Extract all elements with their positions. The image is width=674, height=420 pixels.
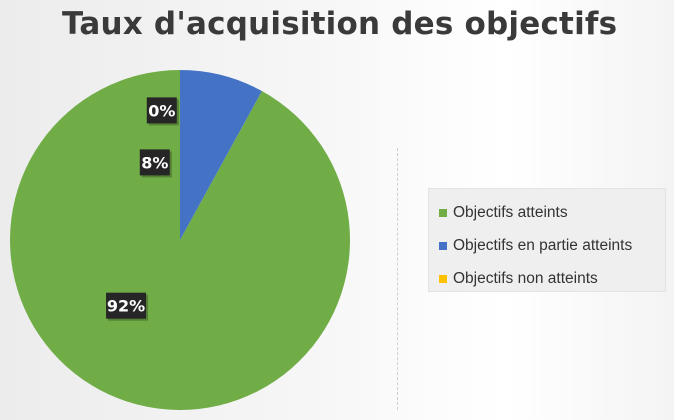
legend-item: Objectifs atteints [439,196,665,229]
divider-line [397,148,398,410]
legend-swatch-1 [439,241,447,250]
chart-title: Taux d'acquisition des objectifs [62,6,618,42]
data-label-2: 0% [146,97,179,126]
legend-swatch-2 [439,274,447,283]
svg-text:8%: 8% [141,153,168,172]
legend-item: Objectifs en partie atteints [439,229,665,262]
chart-legend: Objectifs atteints Objectifs en partie a… [428,188,666,292]
data-label-0: 92% [106,292,149,321]
legend-label: Objectifs non atteints [453,269,598,287]
legend-swatch-0 [439,208,447,217]
pie-slice-0 [10,70,351,410]
legend-label: Objectifs atteints [453,203,568,221]
pie-slice-1 [180,70,262,240]
data-label-1: 8% [139,149,172,178]
svg-text:92%: 92% [107,297,145,316]
legend-item: Objectifs non atteints [439,262,665,295]
svg-text:0%: 0% [148,101,175,120]
legend-label: Objectifs en partie atteints [453,236,633,254]
